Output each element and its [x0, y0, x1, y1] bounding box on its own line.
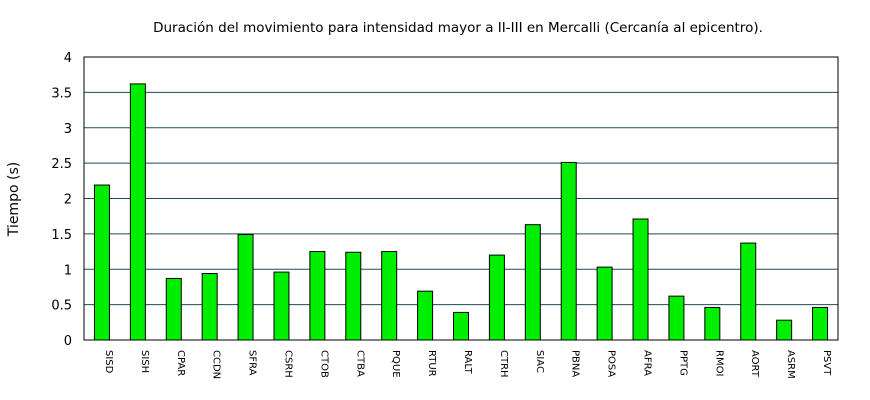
y-tick-label: 1	[64, 263, 72, 278]
y-tick-label: 1.5	[51, 228, 72, 243]
x-tick-label: RTUR	[426, 350, 437, 377]
y-tick-label: 3.5	[51, 86, 72, 101]
x-tick-label: CTBA	[354, 350, 365, 377]
y-tick-label: 2.5	[51, 157, 72, 172]
bar-sish	[129, 83, 146, 341]
x-tick-label: PQUE	[390, 350, 401, 378]
bar-cpar	[165, 277, 182, 341]
bar-rmoi	[704, 306, 721, 341]
bar-siac	[524, 224, 541, 341]
bar-psvt	[812, 306, 829, 341]
x-tick-label: SISD	[103, 350, 114, 374]
x-tick-label: CCDN	[211, 350, 222, 379]
bar-ctrh	[488, 254, 505, 341]
bar-ctob	[309, 251, 326, 341]
y-axis-label: Tiempo (s)	[6, 162, 22, 237]
bar-pque	[381, 251, 398, 341]
bar-sfra	[237, 234, 254, 341]
x-axis-ticks: SISD SISH CPAR CCDN SFRA CSRH CTOB CTBA PQUE RTUR…	[103, 350, 832, 379]
x-tick-label: SIAC	[534, 350, 545, 373]
x-tick-label: SFRA	[247, 350, 258, 376]
y-axis-ticks: 0 0.5 1 1.5 2 2.5 3 3.5 4	[51, 51, 72, 349]
bar-aort	[740, 242, 757, 341]
bar-pptg	[668, 295, 685, 341]
bars	[93, 83, 829, 341]
y-tick-label: 4	[64, 51, 72, 66]
bar-posa	[596, 266, 613, 341]
y-tick-label: 0	[64, 334, 72, 349]
x-tick-label: RMOI	[713, 350, 724, 376]
bar-ralt	[453, 311, 469, 341]
x-tick-label: AORT	[749, 350, 760, 378]
bar-csrh	[273, 271, 290, 341]
x-tick-label: CTOB	[318, 350, 329, 378]
chart-title: Duración del movimiento para intensidad …	[153, 20, 763, 36]
x-tick-label: PPTG	[677, 350, 688, 376]
plot-area-frame	[83, 56, 839, 341]
bar-ctba	[345, 251, 362, 341]
bar-ccdn	[201, 272, 218, 341]
bar-sisd	[93, 184, 110, 341]
x-tick-label: PBNA	[570, 350, 581, 377]
bar-afra	[632, 218, 649, 341]
x-tick-label: CSRH	[282, 350, 293, 378]
x-tick-label: SISH	[139, 350, 150, 373]
x-tick-label: POSA	[606, 350, 617, 377]
gridlines	[84, 91, 838, 306]
x-tick-label: AFRA	[642, 350, 653, 376]
x-tick-label: CPAR	[175, 350, 186, 376]
y-tick-label: 2	[64, 193, 72, 208]
x-tick-label: RALT	[462, 350, 473, 375]
bar-pbna	[560, 161, 577, 341]
x-tick-label: ASRM	[785, 350, 796, 379]
x-tick-label: CTRH	[498, 350, 509, 378]
bar-rtur	[417, 290, 434, 341]
y-tick-label: 3	[64, 122, 72, 137]
x-tick-label: PSVT	[821, 350, 832, 376]
y-tick-label: 0.5	[51, 299, 72, 314]
bar-asrm	[776, 319, 793, 341]
